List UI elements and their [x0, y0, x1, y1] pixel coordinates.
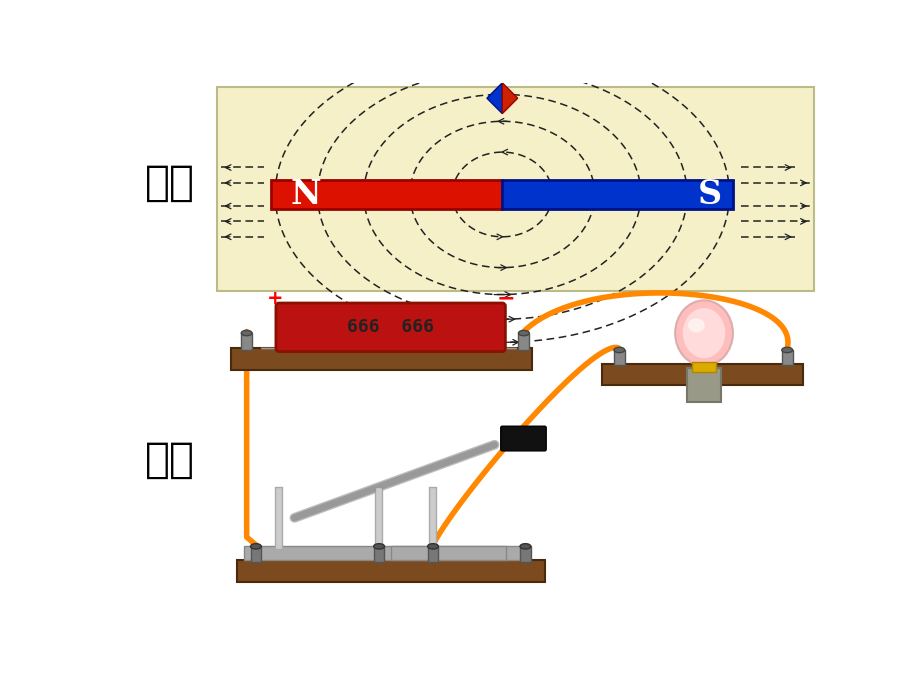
Ellipse shape [250, 544, 261, 549]
Ellipse shape [613, 347, 624, 353]
Bar [241, 333, 252, 350]
Text: S: S [698, 178, 721, 211]
Bar [236, 560, 544, 582]
Text: 磁铁: 磁铁 [144, 162, 195, 204]
Bar [271, 180, 502, 209]
Polygon shape [502, 83, 517, 114]
Ellipse shape [675, 300, 732, 366]
Ellipse shape [682, 308, 724, 358]
Bar [373, 546, 384, 562]
Bar [781, 350, 792, 366]
Bar [613, 350, 624, 366]
Text: N: N [290, 178, 321, 211]
Ellipse shape [519, 544, 530, 549]
Text: −: − [496, 288, 515, 308]
Bar [686, 368, 720, 402]
Ellipse shape [518, 331, 528, 336]
Bar [519, 546, 530, 562]
Ellipse shape [781, 347, 792, 353]
Text: +: + [267, 289, 283, 308]
Bar [231, 348, 531, 370]
Bar [502, 180, 732, 209]
Ellipse shape [427, 544, 438, 549]
Text: 666  666: 666 666 [346, 318, 434, 336]
Ellipse shape [241, 331, 252, 336]
Ellipse shape [373, 544, 384, 549]
FancyBboxPatch shape [217, 87, 813, 290]
Bar [602, 364, 801, 386]
FancyBboxPatch shape [500, 426, 546, 451]
Bar [244, 546, 528, 560]
Bar [518, 333, 528, 350]
Text: 电路: 电路 [144, 439, 195, 481]
FancyBboxPatch shape [276, 303, 505, 351]
Ellipse shape [687, 318, 704, 333]
Bar [250, 546, 261, 562]
Polygon shape [486, 83, 502, 114]
Bar [391, 546, 505, 560]
Bar [427, 546, 438, 562]
Bar [692, 362, 715, 371]
